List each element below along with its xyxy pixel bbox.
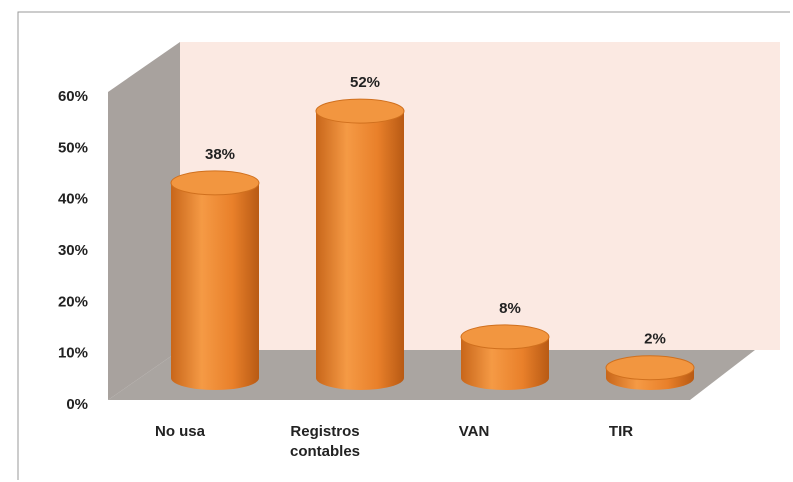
y-tick-label: 50%	[58, 139, 88, 156]
value-label: 8%	[499, 300, 521, 317]
y-tick-label: 30%	[58, 242, 88, 259]
y-tick-label: 10%	[58, 345, 88, 362]
x-tick-label: No usa	[154, 423, 205, 440]
floor	[108, 350, 755, 400]
x-tick-label: Registros contables	[289, 423, 361, 460]
y-tick-label: 40%	[58, 191, 88, 208]
y-tick-label: 0%	[66, 396, 88, 413]
bar-top	[460, 324, 550, 350]
bar	[461, 336, 549, 390]
value-label: 38%	[205, 146, 235, 163]
y-tick-label: 60%	[58, 88, 88, 105]
value-label: 2%	[644, 331, 666, 348]
bar	[171, 182, 259, 390]
bar-top	[170, 170, 260, 196]
bar-top	[605, 355, 695, 381]
back-wall	[180, 42, 780, 350]
bar-top	[315, 98, 405, 124]
x-tick-label: TIR	[608, 423, 634, 440]
side-wall	[108, 42, 180, 400]
value-label: 52%	[350, 74, 380, 91]
frame	[17, 11, 790, 480]
y-tick-label: 20%	[58, 293, 88, 310]
bar	[316, 111, 404, 390]
x-tick-label: VAN	[458, 423, 490, 440]
